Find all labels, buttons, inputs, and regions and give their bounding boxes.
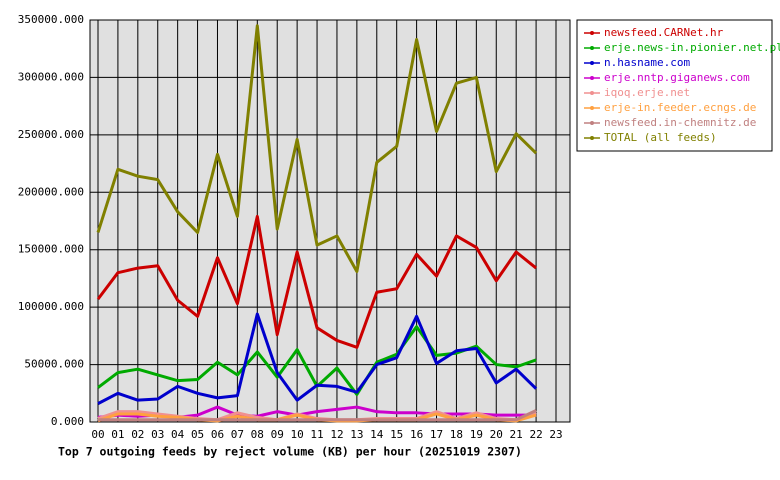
series-line	[97, 312, 538, 405]
legend-label: newsfeed.in-chemnitz.de	[604, 116, 756, 129]
x-tick-label: 03	[151, 428, 164, 441]
x-tick-label: 11	[310, 428, 323, 441]
x-tick-label: 20	[490, 428, 503, 441]
x-tick-label: 01	[111, 428, 124, 441]
y-tick-label: 300000.000	[18, 70, 84, 83]
x-tick-label: 23	[549, 428, 562, 441]
x-tick-label: 00	[91, 428, 104, 441]
y-tick-label: 250000.000	[18, 128, 84, 141]
x-tick-label: 19	[470, 428, 483, 441]
x-tick-label: 12	[330, 428, 343, 441]
legend-label: erje.news-in.pionier.net.pl	[604, 41, 780, 54]
legend-marker	[590, 136, 594, 140]
x-tick-label: 22	[529, 428, 542, 441]
x-tick-label: 18	[450, 428, 463, 441]
y-tick-label: 150000.000	[18, 243, 84, 256]
x-tick-label: 08	[251, 428, 264, 441]
chart-title: Top 7 outgoing feeds by reject volume (K…	[58, 445, 522, 459]
legend-marker	[590, 31, 594, 35]
y-tick-label: 100000.000	[18, 300, 84, 313]
series-line	[96, 24, 538, 274]
x-tick-label: 13	[350, 428, 363, 441]
legend-label: iqoq.erje.net	[604, 86, 690, 99]
legend-marker	[590, 76, 594, 80]
series-line	[98, 409, 537, 422]
x-tick-label: 17	[430, 428, 443, 441]
legend-label: newsfeed.CARNet.hr	[604, 26, 724, 39]
legend-marker	[590, 121, 594, 125]
series-line	[96, 214, 538, 349]
x-tick-label: 07	[231, 428, 244, 441]
legend	[576, 19, 773, 152]
legend-label: erje.nntp.giganews.com	[604, 71, 750, 84]
y-tick-label: 200000.000	[18, 185, 84, 198]
x-tick-label: 06	[211, 428, 224, 441]
plot-border	[89, 19, 571, 423]
y-tick-label: 0.000	[51, 415, 84, 428]
legend-marker	[590, 46, 594, 50]
x-tick-label: 02	[131, 428, 144, 441]
legend-label: erje-in.feeder.ecngs.de	[604, 101, 756, 114]
x-tick-label: 10	[291, 428, 304, 441]
y-tick-label: 50000.000	[24, 358, 84, 371]
legend-marker	[590, 106, 594, 110]
x-tick-label: 15	[390, 428, 403, 441]
plot-area	[90, 20, 570, 422]
y-tick-label: 350000.000	[18, 13, 84, 26]
x-tick-label: 04	[171, 428, 185, 441]
x-tick-label: 09	[271, 428, 284, 441]
legend-marker	[590, 61, 594, 65]
legend-label: TOTAL (all feeds)	[604, 131, 717, 144]
x-tick-label: 05	[191, 428, 204, 441]
legend-marker	[590, 91, 594, 95]
x-tick-label: 14	[370, 428, 384, 441]
legend-label: n.hasname.com	[604, 56, 690, 69]
x-tick-label: 16	[410, 428, 423, 441]
x-tick-label: 21	[510, 428, 523, 441]
